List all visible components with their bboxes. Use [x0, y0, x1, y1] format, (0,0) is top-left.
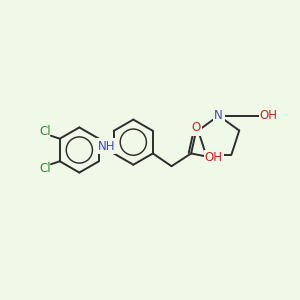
Text: Cl: Cl	[39, 162, 51, 175]
Text: O: O	[191, 122, 201, 134]
Text: NH: NH	[98, 140, 115, 153]
Text: Cl: Cl	[39, 125, 51, 138]
Text: OH: OH	[260, 109, 278, 122]
Text: N: N	[214, 109, 223, 122]
Text: OH: OH	[205, 151, 223, 164]
